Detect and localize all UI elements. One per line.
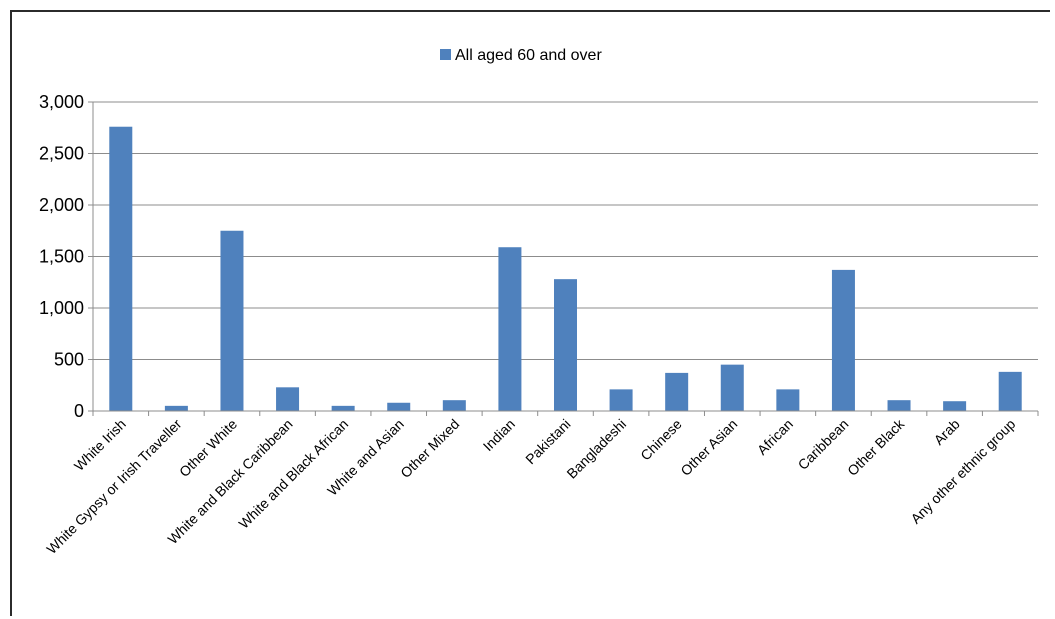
bar [720, 364, 744, 411]
bar [943, 401, 967, 411]
bar [998, 371, 1022, 411]
x-tick-label: Indian [480, 416, 518, 454]
x-tick-label: Other Black [844, 415, 908, 479]
bar [387, 402, 411, 411]
bar [164, 405, 188, 411]
bar [498, 247, 522, 411]
y-tick-label: 500 [54, 350, 84, 370]
x-tick-label: White and Black African [235, 416, 351, 532]
bar [776, 389, 800, 411]
bar [831, 269, 855, 411]
y-tick-label: 1,500 [39, 247, 84, 267]
x-tick-label: Any other ethnic group [907, 416, 1018, 527]
bars [109, 126, 1022, 411]
y-tick-label: 2,500 [39, 144, 84, 164]
y-tick-label: 2,000 [39, 195, 84, 215]
bar [220, 230, 244, 411]
legend: All aged 60 and over [440, 47, 602, 64]
bar [665, 372, 689, 411]
y-tick-label: 1,000 [39, 298, 84, 318]
x-tick-label: Arab [931, 416, 963, 448]
x-tick-label: White Irish [71, 416, 129, 474]
x-tick-label: Other Mixed [397, 416, 462, 481]
x-tick-label: Chinese [637, 416, 685, 464]
x-tick-label: African [754, 416, 796, 458]
y-tick-label: 3,000 [39, 92, 84, 112]
bar [276, 387, 300, 411]
x-tick-label: Caribbean [795, 416, 852, 473]
x-tick-label: Pakistani [522, 416, 573, 467]
x-tick-label: Other Asian [677, 416, 740, 479]
y-tick-label: 0 [74, 401, 84, 421]
x-tick-label: Bangladeshi [563, 416, 629, 482]
bar [109, 126, 133, 411]
bar [887, 400, 911, 411]
chart-frame [10, 10, 1050, 616]
legend-swatch [440, 49, 451, 60]
y-axis: 0 500 1,000 1,500 2,000 2,500 3,000 [39, 92, 94, 421]
bar [331, 405, 355, 411]
bar [442, 400, 466, 411]
bar [554, 279, 577, 411]
legend-label: All aged 60 and over [455, 47, 602, 64]
bar [609, 389, 633, 411]
